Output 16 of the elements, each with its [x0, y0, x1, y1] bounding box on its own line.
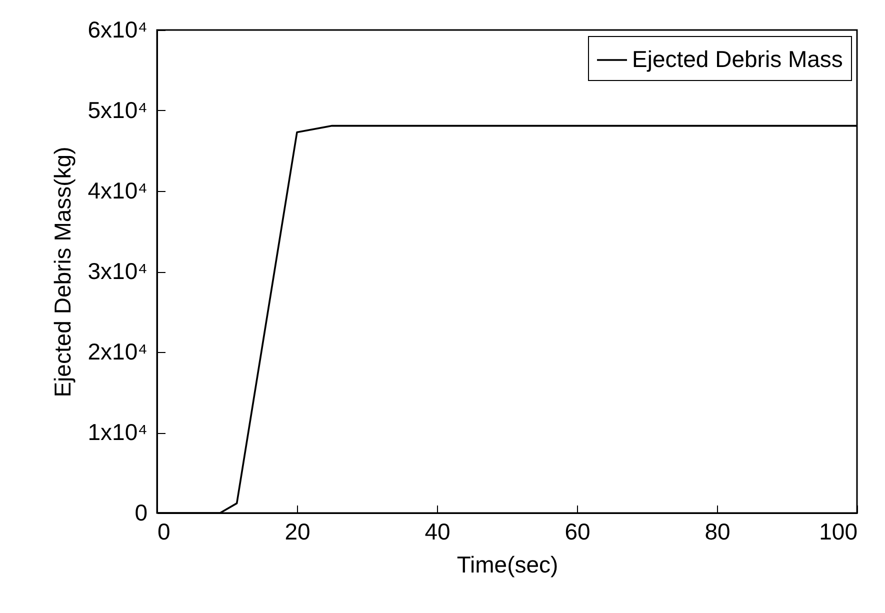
legend-label: Ejected Debris Mass — [632, 46, 843, 72]
y-tick-label: 1x10⁴ — [88, 419, 148, 445]
y-tick-label: 4x10⁴ — [88, 178, 148, 204]
y-tick-label: 0 — [134, 500, 148, 526]
x-tick-label: 40 — [424, 518, 450, 544]
x-tick-label: 0 — [158, 518, 170, 544]
y-tick-label: 5x10⁴ — [88, 97, 148, 123]
x-tick-label: 60 — [564, 518, 590, 544]
x-tick-label: 20 — [284, 518, 310, 544]
y-tick-label: 2x10⁴ — [88, 338, 148, 364]
y-tick-label: 3x10⁴ — [88, 258, 148, 284]
y-axis-title: Ejected Debris Mass(kg) — [50, 146, 76, 398]
x-axis-title: Time(sec) — [456, 552, 558, 578]
x-tick-label: 80 — [704, 518, 730, 544]
x-tick-label: 100 — [819, 518, 858, 544]
y-tick-label: 6x10⁴ — [88, 16, 148, 42]
